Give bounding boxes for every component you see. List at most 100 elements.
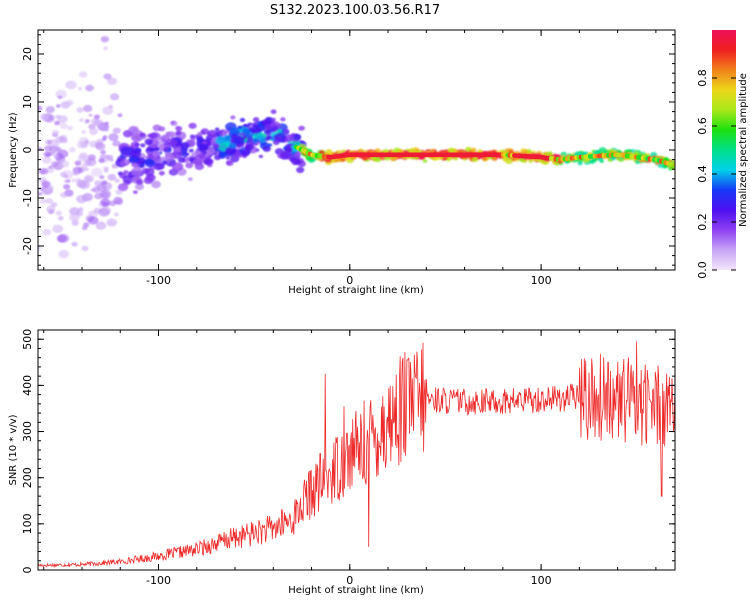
snr-y-axis-label: SNR (10 * v/v)	[8, 414, 19, 485]
spectrogram-blob	[180, 147, 188, 153]
spectrogram-blob	[237, 125, 243, 130]
spectrogram-blob	[114, 178, 120, 183]
spectrogram-blob	[45, 198, 54, 204]
spectrogram-x-tick-label: 100	[531, 274, 552, 287]
snr-y-tick-label: 500	[21, 329, 34, 350]
spectrogram-blob	[52, 224, 64, 234]
spectrogram-blob	[245, 143, 254, 151]
spectrogram-blob	[189, 134, 196, 139]
spectrogram-blob	[199, 155, 204, 160]
colorbar-tick-label: 0.6	[696, 117, 709, 135]
spectrogram-blob	[272, 126, 279, 132]
spectrogram-blob	[96, 183, 108, 192]
spectrogram-blob	[62, 139, 68, 144]
spectrogram-blob	[78, 152, 88, 160]
spectrogram-blob	[93, 114, 100, 120]
spectrogram-blob	[81, 163, 88, 169]
spectrogram-blob	[140, 143, 146, 148]
spectrogram-blob	[39, 198, 47, 205]
spectrogram-blob	[171, 162, 184, 172]
spectrogram-blob	[77, 207, 84, 212]
spectrogram-blob	[599, 159, 604, 163]
spectrogram-blob	[318, 150, 325, 155]
colorbar-label: Normalized spectral amplitude	[738, 73, 749, 227]
spectrogram-blob	[296, 166, 305, 174]
spectrogram-blob	[239, 117, 246, 123]
spectrogram-blob	[528, 159, 533, 163]
colorbar-ticks: 0.0 0.2 0.4 0.6 0.8	[696, 69, 736, 279]
spectrogram-blob	[98, 158, 105, 164]
spectrogram-blob	[243, 123, 249, 128]
snr-y-tick-label: 400	[21, 375, 34, 396]
spectrogram-blob	[72, 171, 79, 176]
spectrogram-blob	[271, 117, 276, 122]
spectrogram-blob	[174, 147, 181, 153]
spectrogram-blob	[589, 159, 595, 164]
spectrogram-blob	[111, 142, 117, 146]
spectrogram-blob	[113, 196, 123, 205]
spectrogram-blob	[117, 113, 123, 118]
spectrogram-blob	[192, 158, 203, 166]
spectrogram-blob	[65, 80, 77, 90]
spectrogram-blob	[139, 132, 146, 138]
spectrogram-blob	[46, 184, 54, 191]
spectrogram-blob	[198, 143, 208, 151]
colorbar-tick-label: 0.0	[696, 261, 709, 279]
spectrogram-blob	[74, 160, 82, 166]
spectrogram-blob	[63, 184, 71, 190]
spectrogram-blob	[151, 180, 161, 189]
spectrogram-blob	[103, 46, 108, 50]
spectrogram-blob	[100, 150, 106, 155]
spectrogram-blob	[222, 135, 232, 142]
spectrogram-x-axis-label: Height of straight line (km)	[288, 285, 424, 296]
spectrogram-blob	[519, 157, 525, 163]
spectrogram-blob	[66, 125, 73, 131]
spectrogram-blob	[295, 151, 301, 156]
spectrogram-blob	[298, 125, 305, 131]
spectrogram-blob	[99, 153, 107, 160]
spectrogram-blob	[128, 126, 138, 134]
spectrogram-blob	[71, 241, 78, 247]
spectrogram-blob	[433, 156, 439, 161]
spectrogram-blob	[214, 127, 220, 132]
spectrogram-blob	[71, 220, 79, 226]
spectrogram-blob	[145, 155, 150, 159]
spectrogram-blob	[230, 115, 236, 120]
spectrogram-blob	[250, 124, 262, 134]
spectrogram-blob	[42, 156, 52, 164]
spectrogram-blob	[228, 142, 237, 149]
spectrogram-blob	[472, 157, 478, 163]
spectrogram-blob	[59, 122, 68, 130]
spectrogram-blob	[42, 228, 52, 236]
spectrogram-blob	[144, 159, 156, 168]
spectrogram-blob	[523, 149, 529, 154]
spectrogram-blob	[153, 163, 163, 171]
spectrogram-blob	[56, 234, 67, 243]
spectrogram-blob	[83, 174, 95, 183]
colorbar: 0.0 0.2 0.4 0.6 0.8 Normalized spectral ampl…	[696, 30, 749, 279]
spectrogram-blob	[408, 147, 417, 154]
spectrogram-blob	[422, 159, 428, 163]
snr-y-tick-label: 300	[21, 421, 34, 442]
spectrogram-ridge-cell	[668, 161, 673, 167]
spectrogram-y-tick-label: 20	[21, 47, 34, 61]
spectrogram-blob	[46, 205, 56, 213]
spectrogram-blob	[214, 154, 221, 161]
snr-axes: -100 0 100 0 100 200 300 400 500	[21, 329, 675, 587]
snr-x-tick-label: 100	[531, 574, 552, 587]
snr-series-line	[38, 341, 675, 569]
spectrogram-blob	[78, 87, 83, 91]
spectrogram-blob	[188, 148, 194, 153]
spectrogram-blob	[57, 149, 69, 158]
spectrogram-blob	[88, 113, 93, 117]
spectrogram-blob	[207, 148, 216, 155]
spectrogram-blob	[187, 177, 193, 182]
spectrogram-blob	[102, 135, 108, 140]
spectrogram-blob	[252, 138, 259, 144]
spectrogram-blob	[197, 131, 203, 137]
spectrogram-blob	[539, 159, 545, 164]
spectrogram-blob	[267, 143, 273, 147]
spectrogram-blob	[481, 156, 487, 161]
spectrogram-blob	[39, 113, 49, 121]
spectrogram-blob	[103, 73, 112, 80]
